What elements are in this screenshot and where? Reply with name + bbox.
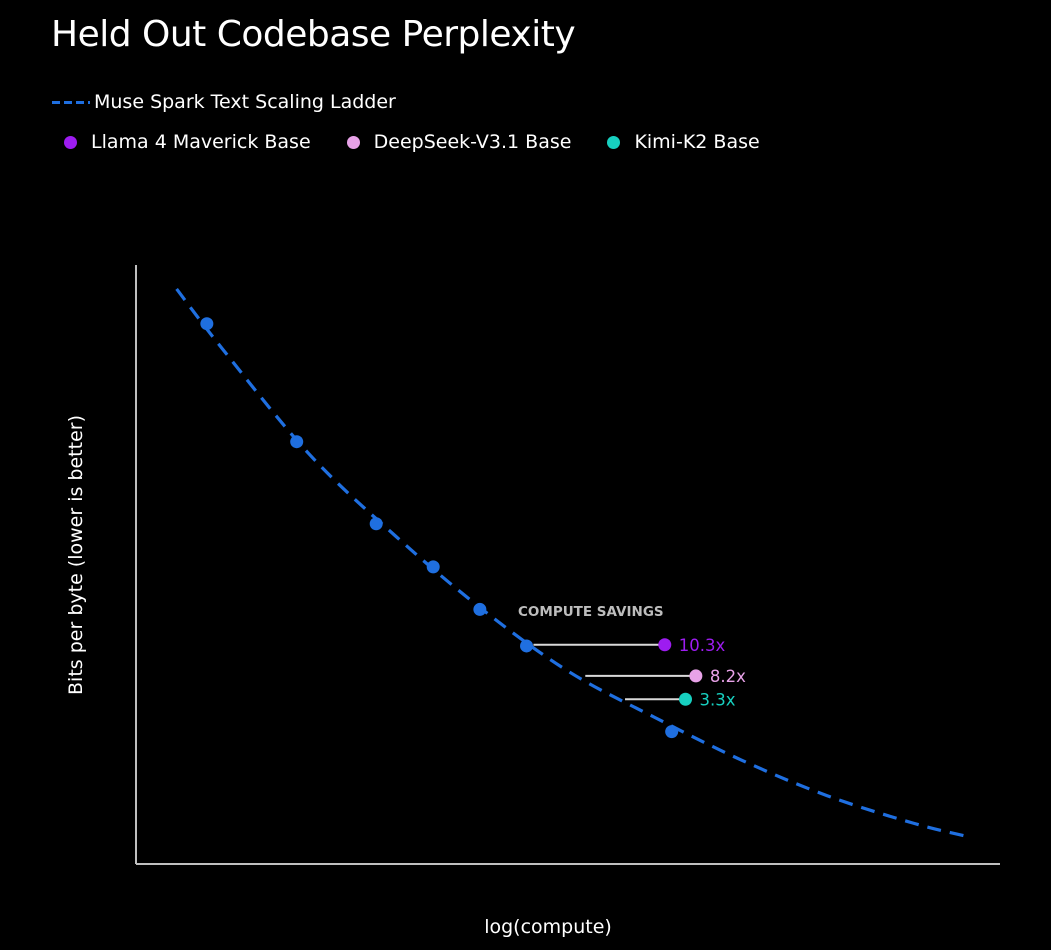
legend-label-llama: Llama 4 Maverick Base (91, 131, 311, 153)
scaling-ladder-point-7 (665, 725, 679, 739)
purple-dot-icon (64, 135, 77, 149)
deepseek-v3-1-base-point (689, 669, 703, 683)
legend-item-llama: Llama 4 Maverick Base (52, 131, 311, 153)
savings-label-1: 10.3x (679, 636, 726, 655)
legend-label-kimi: Kimi-K2 Base (634, 131, 760, 153)
legend-item-deepseek: DeepSeek-V3.1 Base (335, 131, 572, 153)
pink-dot-icon (346, 135, 360, 149)
llama-4-maverick-base-point (658, 638, 672, 652)
scaling-ladder-point-2 (290, 435, 304, 449)
savings-label-3: 3.3x (700, 690, 736, 709)
scaling-ladder-point-4 (426, 560, 440, 574)
compute-savings-header: COMPUTE SAVINGS (518, 604, 664, 620)
scaling-ladder-point-3 (369, 517, 383, 531)
scaling-ladder-point-5 (473, 602, 487, 616)
plot-marks: 10.3x 8.2x 3.3x (175, 287, 971, 839)
savings-label-2: 8.2x (710, 667, 746, 686)
legend-row-models: Llama 4 Maverick Base DeepSeek-V3.1 Base… (52, 131, 784, 153)
legend-item-scaling-ladder: Muse Spark Text Scaling Ladder (52, 91, 396, 113)
legend-row-series: Muse Spark Text Scaling Ladder (52, 91, 420, 113)
x-axis-label: log(compute) (484, 916, 612, 938)
legend-label-scaling-ladder: Muse Spark Text Scaling Ladder (94, 91, 396, 113)
scaling-ladder-point-6 (520, 639, 534, 653)
legend-item-kimi: Kimi-K2 Base (595, 131, 760, 153)
legend-label-deepseek: DeepSeek-V3.1 Base (373, 131, 572, 153)
scaling-ladder-fit-line (175, 287, 971, 839)
chart-title: Held Out Codebase Perplexity (51, 14, 576, 55)
scaling-ladder-point-1 (200, 317, 214, 331)
dashed-line-icon (52, 100, 90, 104)
kimi-k2-base-point (679, 692, 693, 706)
teal-dot-icon (607, 135, 621, 149)
y-axis-label: Bits per byte (lower is better) (65, 415, 87, 695)
